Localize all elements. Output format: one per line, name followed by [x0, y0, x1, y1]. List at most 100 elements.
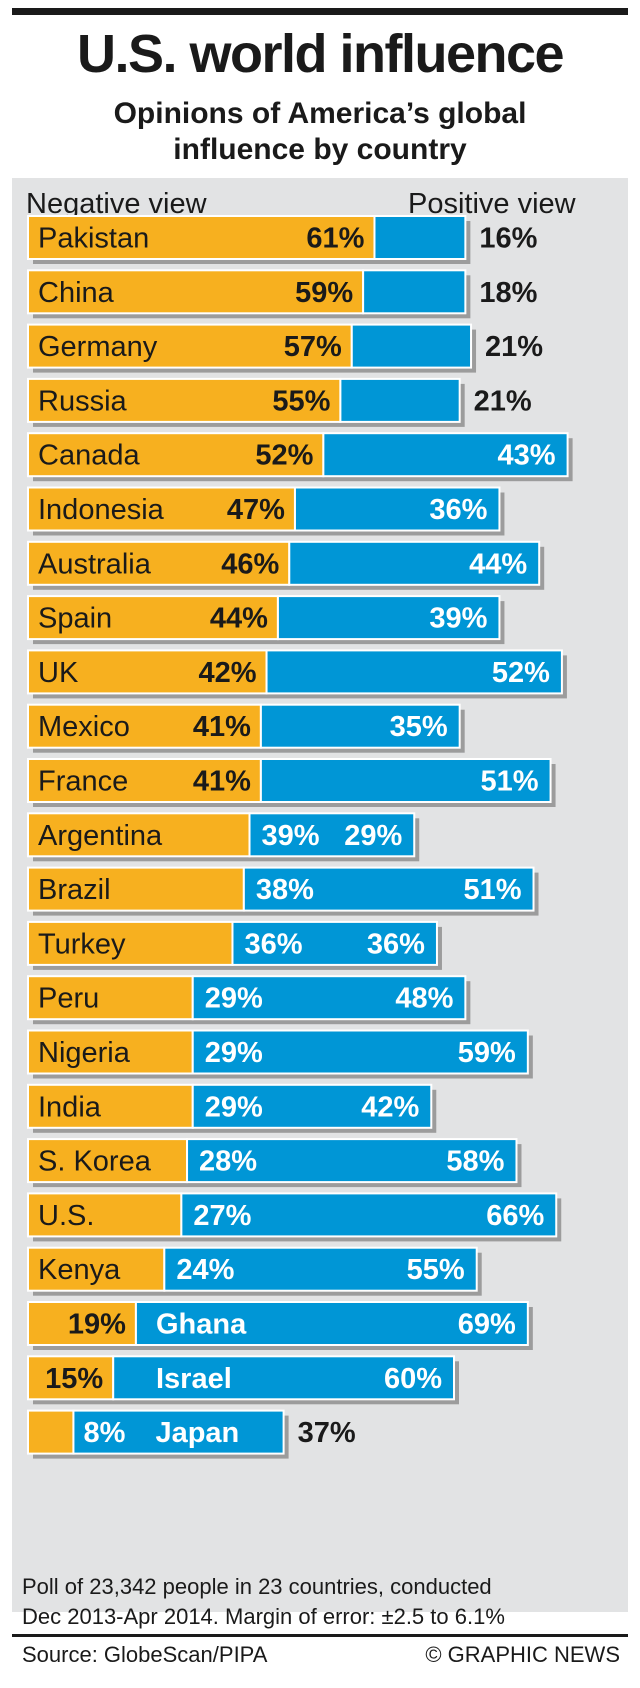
footer-rule	[12, 1634, 628, 1637]
country-label: Peru	[38, 983, 99, 1015]
country-label: U.S.	[38, 1200, 94, 1232]
legend-positive-label: Positive view	[408, 188, 576, 220]
bar-positive	[163, 1246, 478, 1292]
negative-value-label: 36%	[244, 928, 302, 960]
bar-negative	[27, 866, 245, 912]
positive-value-label: 48%	[395, 983, 453, 1015]
bar-row: Kenya 24% 55%	[27, 1246, 482, 1296]
subtitle-line-2: influence by country	[173, 133, 467, 166]
negative-value-label-inset: 8%	[83, 1417, 125, 1449]
bar-positive	[362, 269, 467, 315]
country-label: Brazil	[38, 874, 111, 906]
bar-row: China 59% 18%	[27, 269, 538, 319]
country-label: Australia	[38, 548, 152, 580]
positive-value-label: 44%	[469, 548, 527, 580]
positive-value-label: 51%	[463, 874, 521, 906]
subtitle-line-1: Opinions of America’s global	[113, 97, 527, 130]
bar-negative	[27, 1192, 183, 1238]
negative-value-label: 15%	[45, 1363, 103, 1395]
bar-row: Russia 55% 21%	[27, 377, 532, 427]
country-label: Canada	[38, 440, 140, 472]
bar-row: Indonesia 47% 36%	[27, 486, 505, 536]
bar-negative	[27, 649, 268, 695]
positive-value-label: 18%	[479, 277, 537, 309]
bar-positive	[191, 975, 467, 1021]
bar-positive	[276, 595, 501, 641]
bar-row: Brazil 38% 51%	[27, 866, 539, 916]
source-credit: Source: GlobeScan/PIPA	[22, 1642, 268, 1667]
bar-row: Pakistan 61% 16%	[27, 215, 538, 264]
country-label: France	[38, 766, 128, 798]
bar-row: Australia 46% 44%	[27, 540, 545, 590]
negative-value-label: 42%	[199, 657, 257, 689]
positive-value-label: 55%	[407, 1254, 465, 1286]
bar-positive	[259, 703, 461, 749]
chart-subtitle: Opinions of America’s global influence b…	[0, 96, 640, 168]
footnote-line-2: Dec 2013-Apr 2014. Margin of error: ±2.5…	[22, 1604, 505, 1629]
negative-value-label: 52%	[255, 440, 313, 472]
positive-value-label: 42%	[361, 1091, 419, 1123]
bar-row: 15% Israel 60%	[27, 1355, 459, 1405]
positive-value-label: 21%	[485, 331, 543, 363]
country-label: Turkey	[38, 928, 126, 960]
bar-positive	[186, 1138, 518, 1184]
positive-value-label: 37%	[298, 1417, 356, 1449]
negative-value-label: 29%	[205, 1037, 263, 1069]
negative-value-label: 28%	[199, 1146, 257, 1178]
bar-row: Argentina 39% 29%	[27, 812, 420, 862]
country-label: S. Korea	[38, 1146, 152, 1178]
bar-row: S. Korea 28% 58%	[27, 1138, 522, 1188]
bar-negative	[27, 595, 279, 641]
negative-value-label: 19%	[68, 1309, 126, 1341]
bar-row: Germany 57% 21%	[27, 323, 543, 373]
country-label: China	[38, 277, 115, 309]
footnote-line-1: Poll of 23,342 people in 23 countries, c…	[22, 1574, 492, 1599]
top-rule	[12, 8, 628, 15]
bar-positive	[72, 1409, 285, 1455]
negative-value-label: 39%	[262, 820, 320, 852]
positive-value-label: 60%	[384, 1363, 442, 1395]
negative-value-label: 27%	[193, 1200, 251, 1232]
footnote: Poll of 23,342 people in 23 countries, c…	[22, 1572, 505, 1632]
bar-negative	[27, 432, 325, 478]
positive-value-label: 66%	[486, 1200, 544, 1232]
positive-value-label: 29%	[344, 820, 402, 852]
bar-positive	[350, 323, 473, 369]
country-label: Nigeria	[38, 1037, 131, 1069]
country-label: Kenya	[38, 1254, 121, 1286]
bar-row: Peru 29% 48%	[27, 975, 471, 1025]
bar-negative	[27, 540, 291, 586]
country-label: Germany	[38, 331, 158, 363]
bar-negative	[27, 323, 353, 369]
positive-value-label: 39%	[429, 603, 487, 635]
bar-negative	[27, 1083, 194, 1129]
positive-value-label: 51%	[481, 766, 539, 798]
country-label: India	[38, 1091, 102, 1123]
bar-positive	[339, 377, 461, 423]
bar-negative	[27, 1355, 115, 1401]
negative-value-label: 57%	[284, 331, 342, 363]
bar-positive	[242, 866, 535, 912]
country-label: Japan	[155, 1417, 239, 1449]
country-label: Russia	[38, 385, 128, 417]
positive-value-label: 35%	[390, 711, 448, 743]
country-label: Ghana	[156, 1309, 247, 1341]
bar-row: Turkey 36% 36%	[27, 920, 442, 970]
legend-negative-label: Negative view	[26, 188, 207, 220]
country-label: Pakistan	[38, 223, 149, 255]
bar-row: Canada 52% 43%	[27, 432, 573, 482]
bar-negative	[27, 486, 296, 532]
positive-value-label: 36%	[367, 928, 425, 960]
bar-positive	[259, 758, 552, 803]
copyright-credit: © GRAPHIC NEWS	[425, 1642, 620, 1667]
bar-positive	[112, 1355, 455, 1401]
negative-value-label: 46%	[221, 548, 279, 580]
negative-value-label: 29%	[205, 983, 263, 1015]
bar-positive	[322, 432, 569, 478]
negative-value-label: 41%	[193, 711, 251, 743]
bar-positive	[191, 1083, 433, 1129]
negative-value-label: 47%	[227, 494, 285, 526]
bar-negative	[27, 703, 262, 749]
bar-positive	[288, 540, 541, 586]
